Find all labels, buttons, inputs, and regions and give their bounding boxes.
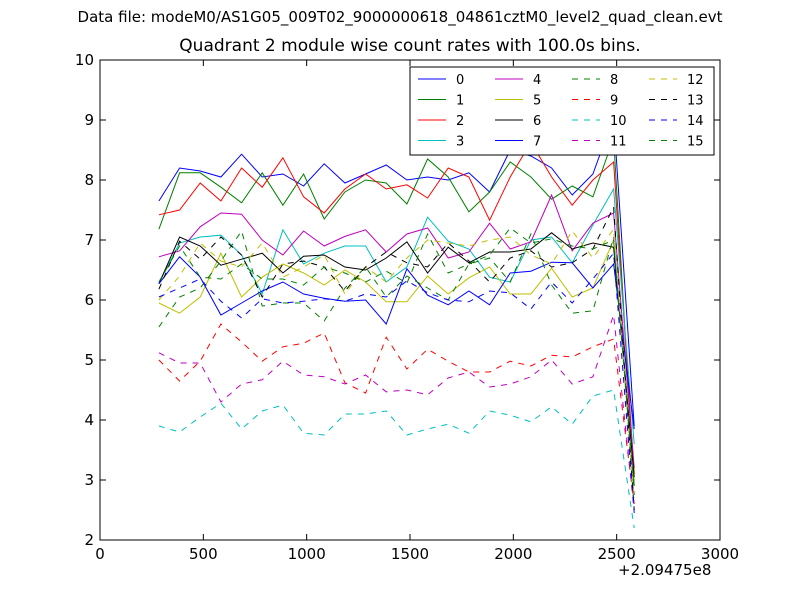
series-line-12 [158,227,635,499]
y-tick-label: 8 [84,171,94,189]
series-line-0 [158,116,635,427]
series-line-7 [158,256,635,430]
y-tick-label: 3 [84,471,94,489]
series-line-6 [158,232,635,478]
x-axis-offset-label: +2.09475e8 [618,561,712,579]
x-tick-label: 2000 [494,545,532,563]
x-tick-label: 500 [189,545,218,563]
y-tick-label: 7 [84,231,94,249]
y-tick-label: 4 [84,411,94,429]
series-line-8 [158,229,635,487]
series-line-10 [158,389,635,529]
legend-label-7: 7 [533,135,541,150]
legend-label-5: 5 [533,94,541,109]
y-tick-label: 5 [84,351,94,369]
series-line-1 [158,137,635,487]
legend-label-6: 6 [533,114,541,129]
x-tick-label: 1500 [391,545,429,563]
legend-label-15: 15 [687,135,704,150]
series-line-15 [158,227,635,496]
legend-label-3: 3 [456,135,464,150]
series-line-9 [158,323,635,505]
legend-label-1: 1 [456,94,464,109]
legend-label-12: 12 [687,73,704,88]
series-line-14 [158,251,635,514]
legend-label-0: 0 [456,73,464,88]
y-tick-label: 2 [84,531,94,549]
series-line-4 [158,193,635,469]
series-line-5 [158,239,635,481]
legend-label-10: 10 [610,114,627,129]
legend-label-4: 4 [533,73,541,88]
legend-label-8: 8 [610,73,618,88]
chart-suptitle: Data file: modeM0/AS1G05_009T02_90000006… [77,8,723,26]
series-line-11 [158,314,635,511]
series-line-3 [158,187,635,445]
x-tick-label: 0 [95,545,105,563]
legend-label-13: 13 [687,94,704,109]
x-tick-label: 2500 [598,545,636,563]
legend-label-14: 14 [687,114,704,129]
chart-title: Quadrant 2 module wise count rates with … [179,36,641,56]
x-tick-label: 3000 [701,545,739,563]
series-line-2 [158,141,635,475]
legend-label-11: 11 [610,135,627,150]
y-tick-label: 9 [84,111,94,129]
x-tick-label: 1000 [288,545,326,563]
legend-label-2: 2 [456,114,464,129]
series-line-13 [158,205,635,511]
legend-label-9: 9 [610,94,618,109]
y-tick-label: 10 [75,51,94,69]
series-layer [158,116,635,529]
y-tick-label: 6 [84,291,94,309]
